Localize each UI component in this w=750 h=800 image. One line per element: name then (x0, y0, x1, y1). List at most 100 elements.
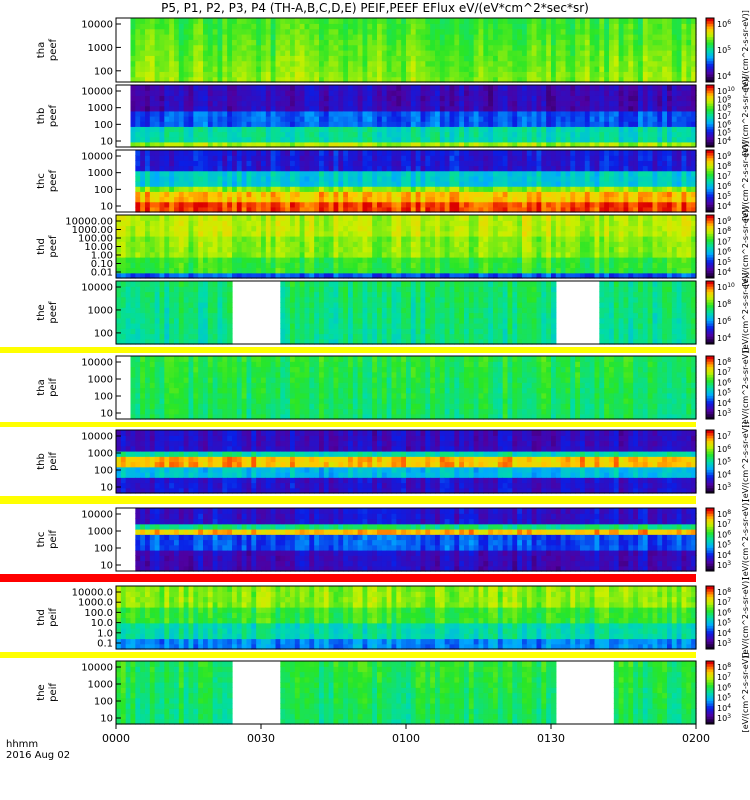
heatmap-cell (145, 18, 151, 24)
heatmap-cell (314, 34, 320, 40)
heatmap-cell (410, 110, 417, 117)
heatmap-cell (618, 34, 625, 40)
heatmap-cell (352, 85, 359, 91)
heatmap-cell (251, 71, 257, 78)
heatmap-cell (628, 66, 634, 72)
heatmap-cell (468, 201, 475, 208)
colorbar-swatch (706, 42, 714, 46)
heatmap-cell (290, 201, 296, 208)
heatmap-cell (676, 150, 683, 156)
heatmap-cell (164, 110, 170, 117)
heatmap-cell (546, 131, 552, 138)
heatmap-cell (396, 105, 402, 112)
heatmap-cell (241, 251, 248, 258)
heatmap-cell (483, 23, 489, 30)
heatmap-cell (575, 191, 581, 198)
heatmap-cell (676, 66, 683, 72)
heatmap-cell (410, 23, 417, 30)
heatmap-cell (551, 175, 557, 182)
heatmap-cell (285, 136, 291, 143)
heatmap-cell (628, 55, 634, 62)
heatmap-cell (468, 85, 475, 91)
heatmap-cell (560, 126, 567, 133)
heatmap-cell (154, 141, 161, 148)
heatmap-cell (396, 206, 402, 213)
heatmap-cell (676, 186, 683, 192)
heatmap-cell (198, 225, 204, 232)
heatmap-cell (546, 116, 552, 122)
heatmap-cell (425, 206, 431, 213)
heatmap-cell (236, 28, 243, 35)
heatmap-cell (154, 60, 161, 67)
heatmap-cell (435, 44, 441, 51)
heatmap-cell (483, 131, 489, 138)
heatmap-cell (246, 60, 252, 67)
heatmap-cell (178, 201, 185, 208)
heatmap-cell (251, 175, 257, 182)
heatmap-cell (241, 236, 248, 242)
heatmap-cell (178, 262, 185, 269)
heatmap-cell (275, 155, 281, 161)
heatmap-cell (203, 110, 209, 117)
heatmap-cell (401, 76, 407, 83)
heatmap-cell (401, 110, 407, 117)
heatmap-cell (319, 126, 325, 133)
heatmap-cell (145, 100, 151, 107)
heatmap-cell (642, 181, 649, 187)
heatmap-cell (667, 141, 673, 148)
heatmap-cell (338, 220, 344, 227)
heatmap-cell (415, 105, 422, 112)
heatmap-cell (169, 39, 175, 46)
heatmap-cell (154, 257, 161, 263)
heatmap-cell (328, 170, 335, 177)
heatmap-cell (507, 28, 513, 35)
heatmap-cell (386, 34, 393, 40)
heatmap-cell (154, 272, 161, 279)
heatmap-cell (439, 191, 446, 198)
heatmap-cell (154, 95, 161, 102)
heatmap-cell (406, 155, 412, 161)
heatmap-cell (415, 155, 422, 161)
heatmap-cell (348, 251, 354, 258)
heatmap-cell (560, 100, 567, 107)
heatmap-cell (522, 90, 528, 96)
heatmap-cell (551, 44, 557, 51)
heatmap-cell (502, 28, 509, 35)
heatmap-cell (304, 110, 310, 117)
heatmap-cell (319, 55, 325, 62)
heatmap-cell (430, 95, 436, 102)
heatmap-cell (609, 136, 615, 143)
heatmap-cell (396, 90, 402, 96)
heatmap-cell (193, 165, 199, 172)
heatmap-cell (164, 220, 170, 227)
heatmap-cell (348, 126, 354, 133)
heatmap-cell (401, 116, 407, 122)
heatmap-cell (338, 150, 344, 156)
heatmap-cell (164, 191, 170, 198)
heatmap-cell (420, 121, 426, 127)
heatmap-cell (493, 165, 499, 172)
heatmap-cell (251, 136, 257, 143)
heatmap-cell (251, 110, 257, 117)
heatmap-cell (367, 170, 373, 177)
heatmap-cell (270, 76, 277, 83)
heatmap-cell (299, 175, 306, 182)
heatmap-cell (232, 116, 238, 122)
heatmap-cell (584, 121, 591, 127)
heatmap-cell (246, 236, 252, 242)
heatmap-cell (473, 23, 480, 30)
heatmap-cell (164, 160, 170, 167)
heatmap-cell (584, 28, 591, 35)
heatmap-cell (251, 131, 257, 138)
heatmap-cell (406, 55, 412, 62)
heatmap-cell (159, 215, 165, 221)
heatmap-cell (517, 131, 523, 138)
heatmap-cell (227, 71, 233, 78)
heatmap-cell (638, 66, 644, 72)
heatmap-cell (323, 100, 330, 107)
heatmap-cell (551, 110, 557, 117)
heatmap-cell (285, 196, 291, 203)
heatmap-cell (667, 150, 673, 156)
heatmap-cell (628, 23, 634, 30)
heatmap-cell (256, 39, 262, 46)
